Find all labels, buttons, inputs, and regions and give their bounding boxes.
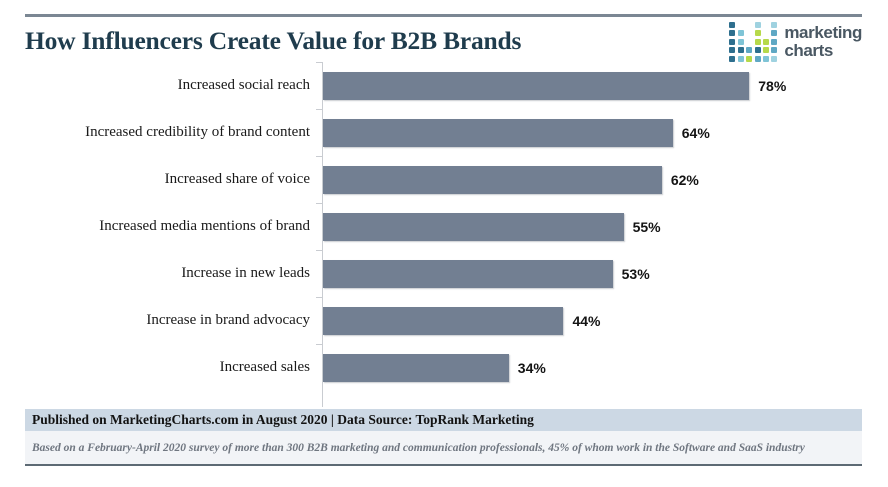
category-label: Increased media mentions of brand xyxy=(99,218,310,234)
logo-dot-4-1 xyxy=(737,55,744,62)
logo-dot-0-3 xyxy=(754,22,761,28)
footer-source-text: Published on MarketingCharts.com in Augu… xyxy=(32,412,534,427)
logo-dot-4-0 xyxy=(729,55,736,62)
logo-dot-0-5 xyxy=(771,22,778,28)
logo-dot-2-0 xyxy=(729,38,736,45)
logo-dot-1-1 xyxy=(737,30,744,37)
bar-row: Increased credibility of brand content 64… xyxy=(0,109,888,156)
marketingcharts-logo: marketing charts xyxy=(729,22,862,62)
logo-dot-4-4 xyxy=(762,55,769,62)
bar-value-label: 44% xyxy=(572,312,601,329)
logo-dot-1-4 xyxy=(762,30,769,37)
bar-value-label: 62% xyxy=(670,171,699,188)
footer-methodology-band: Based on a February-April 2020 survey of… xyxy=(25,431,862,464)
bar-row: Increased social reach 78% xyxy=(0,62,888,109)
logo-dot-1-0 xyxy=(729,30,736,37)
logo-dot-3-4 xyxy=(762,47,769,54)
bar xyxy=(323,306,564,335)
axis-tick xyxy=(316,62,322,63)
bar-chart-plot-area: Increased social reach 78% Increased credi… xyxy=(0,62,888,407)
footer-methodology-text: Based on a February-April 2020 survey of… xyxy=(32,441,805,454)
bar-container: 44% xyxy=(323,297,600,344)
bar-value-label: 78% xyxy=(758,77,787,94)
axis-tick xyxy=(316,109,322,110)
bar xyxy=(323,353,509,382)
bar xyxy=(323,118,673,147)
bar-rows: Increased social reach 78% Increased credi… xyxy=(0,62,888,391)
axis-tick xyxy=(316,250,322,251)
bar-container: 78% xyxy=(323,62,786,109)
axis-tick xyxy=(316,156,322,157)
bar-row: Increased sales 34% xyxy=(0,344,888,391)
logo-dot-4-2 xyxy=(746,55,753,62)
logo-dot-2-2 xyxy=(746,38,753,45)
bar-value-label: 53% xyxy=(621,265,650,282)
category-label: Increase in new leads xyxy=(181,265,310,281)
category-label: Increased social reach xyxy=(177,77,310,93)
bottom-divider xyxy=(25,464,862,466)
logo-dot-2-5 xyxy=(771,38,778,45)
logo-dot-2-1 xyxy=(737,38,744,45)
logo-dot-0-2 xyxy=(746,22,753,28)
logo-dot-4-3 xyxy=(754,55,761,62)
bar-container: 34% xyxy=(323,344,546,391)
bar-row: Increased share of voice 62% xyxy=(0,156,888,203)
logo-dot-1-5 xyxy=(771,30,778,37)
bar-value-label: 34% xyxy=(517,359,546,376)
logo-dot-0-4 xyxy=(762,22,769,28)
bar xyxy=(323,71,750,100)
category-label: Increased credibility of brand content xyxy=(85,124,310,140)
category-label: Increased share of voice xyxy=(164,171,310,187)
category-label: Increase in brand advocacy xyxy=(146,312,310,328)
bar-container: 53% xyxy=(323,250,650,297)
logo-dot-3-2 xyxy=(746,47,753,54)
bar-container: 55% xyxy=(323,203,661,250)
logo-wordmark-line2: charts xyxy=(784,40,833,60)
logo-dot-0-0 xyxy=(729,22,736,28)
bar xyxy=(323,165,662,194)
logo-wordmark-line1: marketing xyxy=(784,23,862,43)
bar-container: 64% xyxy=(323,109,710,156)
logo-dot-2-3 xyxy=(754,38,761,45)
logo-dot-3-3 xyxy=(754,47,761,54)
bar-container: 62% xyxy=(323,156,699,203)
bar-value-label: 64% xyxy=(681,124,710,141)
bar xyxy=(323,259,613,288)
chart-header: How Influencers Create Value for B2B Bra… xyxy=(25,22,862,66)
chart-footer: Published on MarketingCharts.com in Augu… xyxy=(25,409,862,464)
bar-row: Increased media mentions of brand 55% xyxy=(0,203,888,250)
logo-dot-3-1 xyxy=(737,47,744,54)
logo-dot-1-3 xyxy=(754,30,761,37)
logo-dot-2-4 xyxy=(762,38,769,45)
logo-dot-0-1 xyxy=(737,22,744,28)
logo-dot-4-5 xyxy=(771,55,778,62)
logo-dot-3-0 xyxy=(729,47,736,54)
footer-source-band: Published on MarketingCharts.com in Augu… xyxy=(25,409,862,431)
logo-wordmark: marketing charts xyxy=(784,24,862,59)
logo-dot-1-2 xyxy=(746,30,753,37)
axis-tick xyxy=(316,344,322,345)
axis-tick xyxy=(316,203,322,204)
logo-dot-3-5 xyxy=(771,47,778,54)
bar-row: Increase in new leads 53% xyxy=(0,250,888,297)
category-axis-line xyxy=(322,62,323,407)
page-title: How Influencers Create Value for B2B Bra… xyxy=(25,26,522,55)
axis-tick xyxy=(316,297,322,298)
logo-dot-grid-icon xyxy=(729,22,778,62)
bar-row: Increase in brand advocacy 44% xyxy=(0,297,888,344)
bar xyxy=(323,212,624,241)
bar-value-label: 55% xyxy=(632,218,661,235)
top-divider xyxy=(25,14,862,17)
category-label: Increased sales xyxy=(219,359,310,375)
